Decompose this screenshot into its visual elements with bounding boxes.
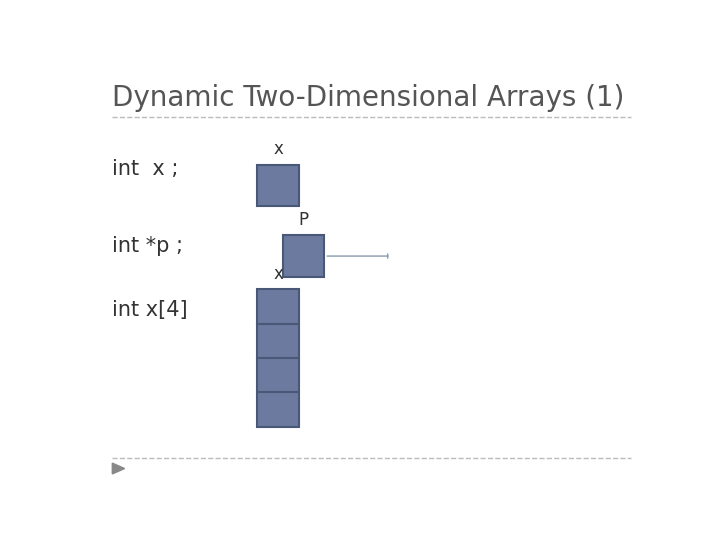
Text: Dynamic Two-Dimensional Arrays (1): Dynamic Two-Dimensional Arrays (1) (112, 84, 625, 112)
Bar (258, 165, 300, 206)
Text: int x[4]: int x[4] (112, 300, 188, 320)
Text: x: x (274, 265, 283, 283)
Text: int *p ;: int *p ; (112, 235, 184, 255)
Bar (258, 289, 300, 427)
Text: P: P (298, 211, 308, 229)
Text: int  x ;: int x ; (112, 159, 179, 179)
Text: x: x (274, 140, 283, 158)
Polygon shape (112, 463, 125, 474)
Bar (282, 235, 324, 277)
